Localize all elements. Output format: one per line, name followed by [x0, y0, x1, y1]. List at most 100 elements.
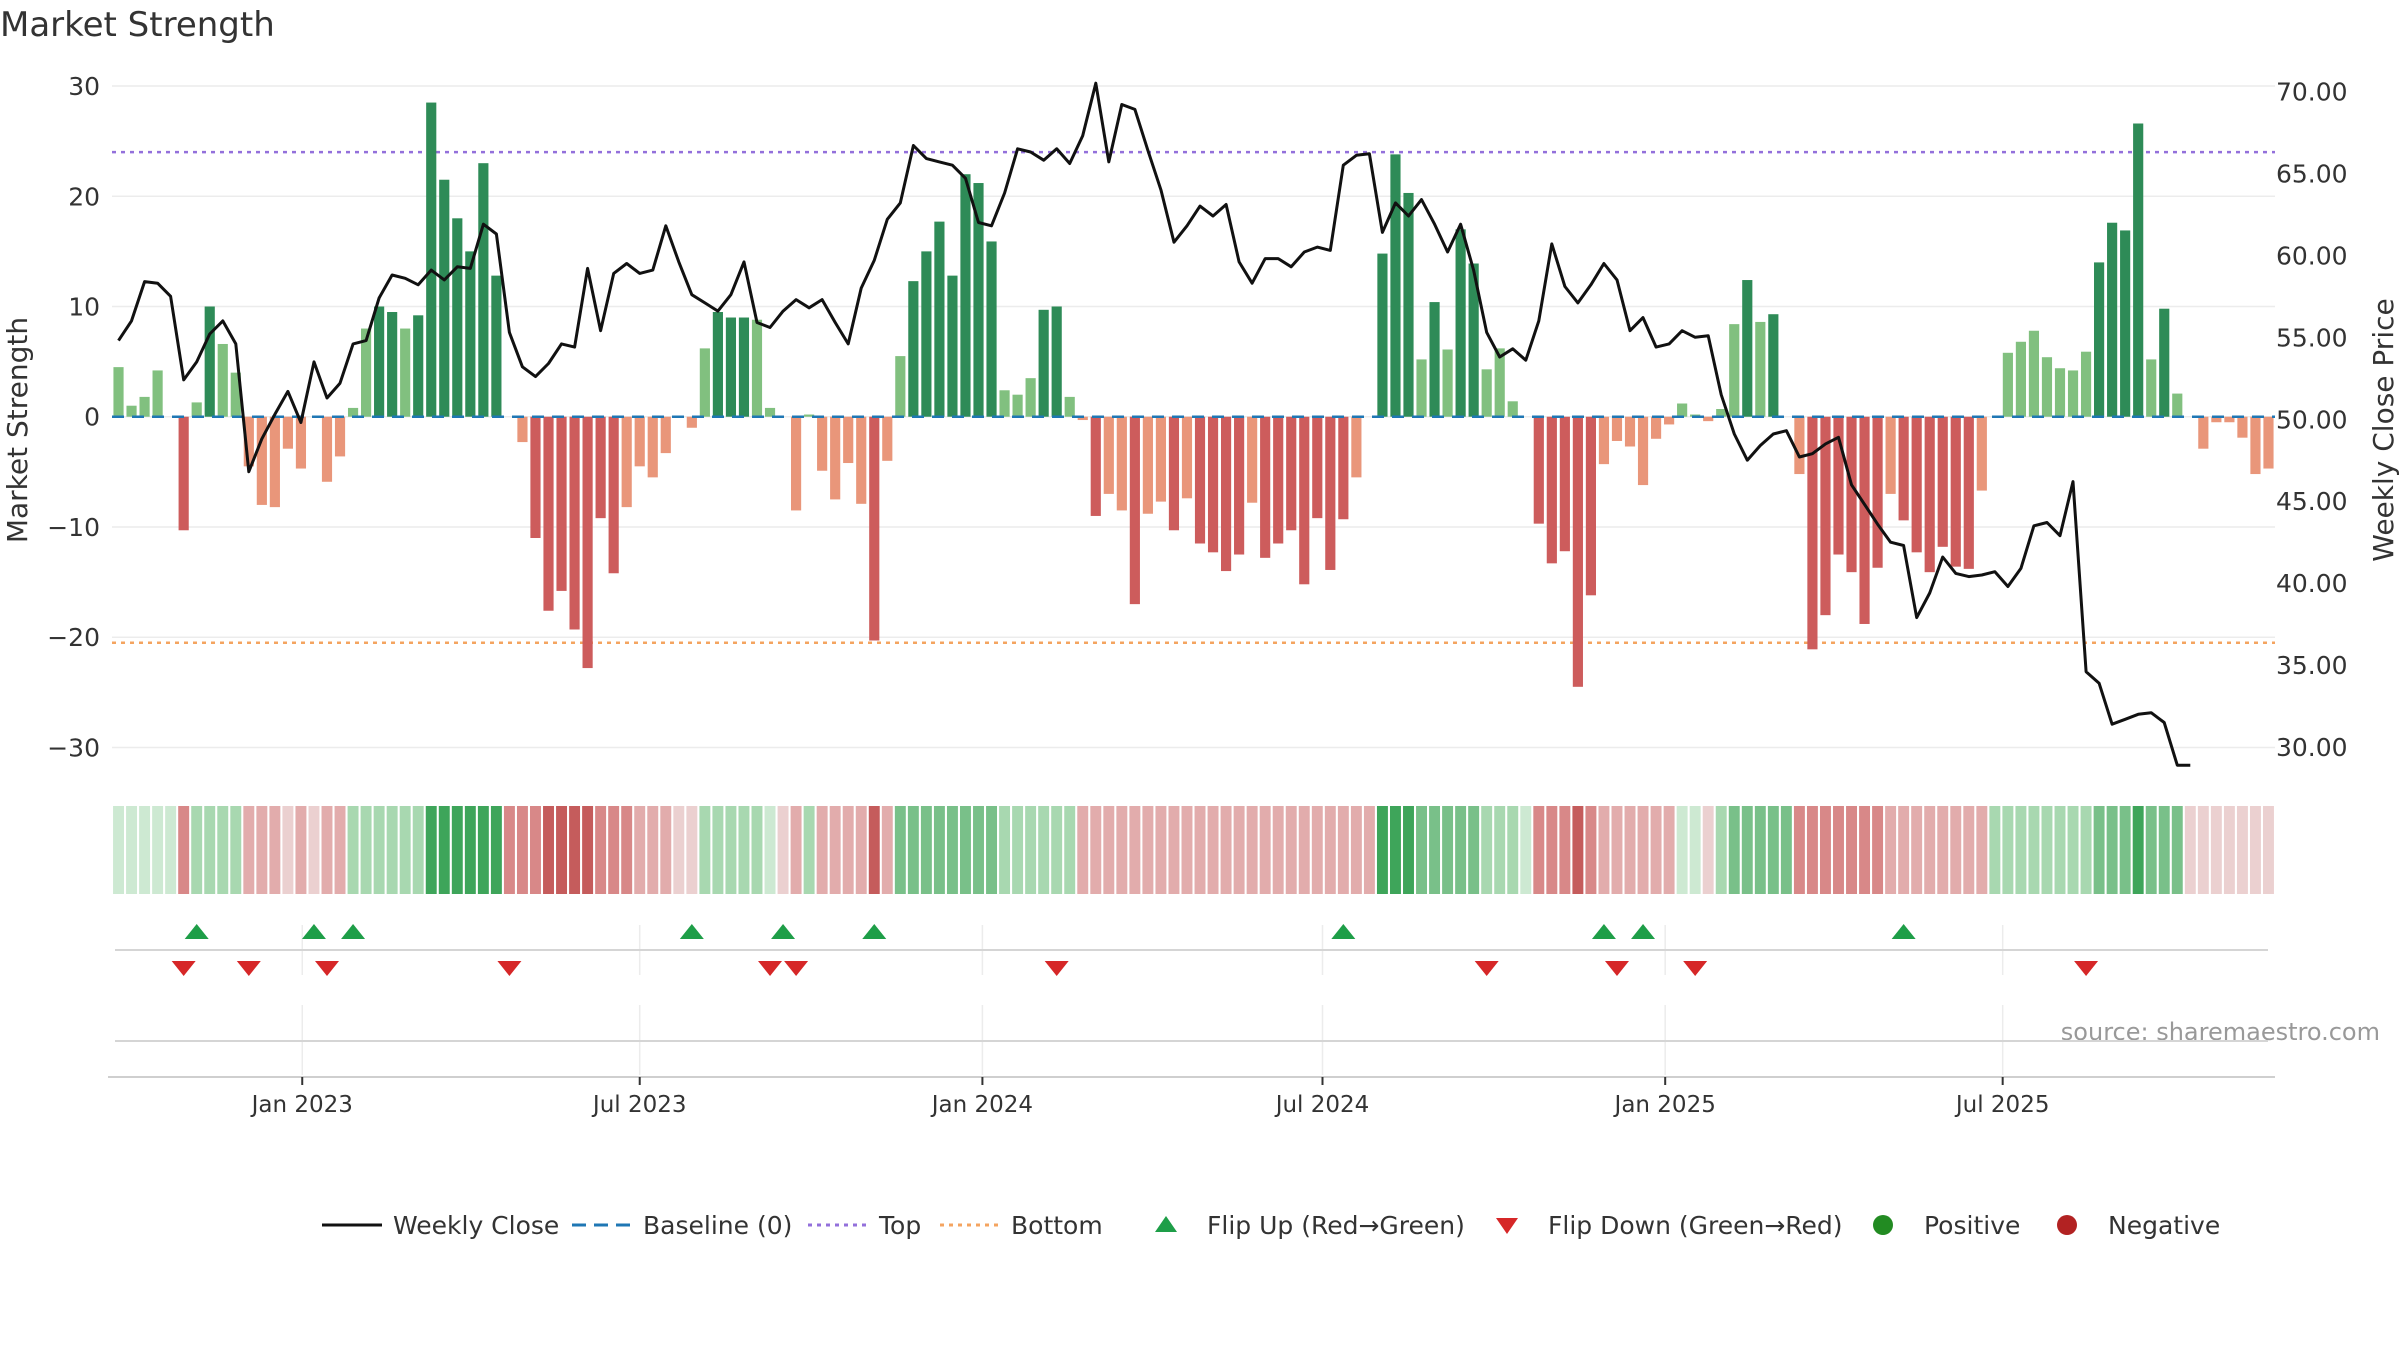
strength-bar [152, 370, 163, 417]
strip-cell [1950, 806, 1962, 894]
strip-cell [1741, 806, 1753, 894]
strip-cell [2236, 806, 2248, 894]
strength-bar [1807, 416, 1818, 650]
strip-cell [1207, 806, 1219, 894]
price-series [117, 81, 2191, 767]
strip-cell [777, 806, 789, 894]
legend-label: Top [878, 1211, 921, 1240]
legend-item[interactable]: Flip Down (Green→Red) [1496, 1211, 1843, 1240]
strength-bar [230, 372, 241, 417]
strength-bar [699, 348, 710, 417]
strength-bar [1377, 253, 1388, 417]
flip-down-marker [784, 961, 809, 976]
right-tick-label: 45.00 [2276, 487, 2348, 516]
legend-item[interactable]: Baseline (0) [572, 1211, 792, 1240]
strip-cell [256, 806, 268, 894]
strip-cell [1129, 806, 1141, 894]
strip-cell [751, 806, 763, 894]
strip-cell [1806, 806, 1818, 894]
strength-bar [1025, 378, 1036, 417]
strip-cell [438, 806, 450, 894]
strip-cell [139, 806, 151, 894]
strength-bar [986, 241, 997, 417]
strength-bar [569, 416, 580, 630]
strength-bar [269, 416, 280, 508]
strip-cell [178, 806, 190, 894]
strip-cell [1077, 806, 1089, 894]
strip-cell [2263, 806, 2274, 894]
strip-cell [1689, 806, 1701, 894]
flip-up-marker [1631, 924, 1656, 939]
strip-cell [1924, 806, 1936, 894]
strip-cell [1090, 806, 1102, 894]
strip-cell [1507, 806, 1519, 894]
x-tick-label: Jan 2025 [1613, 1092, 1716, 1118]
legend-item[interactable]: Bottom [940, 1211, 1103, 1240]
legend-item[interactable]: Flip Up (Red→Green) [1155, 1211, 1465, 1240]
strip-cell [1142, 806, 1154, 894]
flip-down-marker [1044, 961, 1069, 976]
strength-bar [1911, 416, 1922, 553]
strength-bar [1937, 416, 1948, 547]
strip-cell [1702, 806, 1714, 894]
strip-cell [543, 806, 554, 894]
strength-bar [1429, 302, 1440, 417]
flip-up-marker [341, 924, 366, 939]
strength-bar [1598, 416, 1610, 465]
x-tick-label: Jul 2025 [1954, 1092, 2050, 1118]
strip-cell [960, 806, 971, 894]
strength-bar [1637, 416, 1649, 486]
strip-cell [2223, 806, 2235, 894]
strength-bar [2159, 308, 2170, 417]
strength-bar [582, 416, 593, 669]
legend-item[interactable]: Negative [2057, 1211, 2220, 1240]
strength-bar [1650, 416, 1662, 439]
strip-cell [2119, 806, 2131, 894]
strip-cell [842, 806, 854, 894]
strength-bar [1247, 416, 1258, 503]
strip-cell [738, 806, 750, 894]
flip-up-marker [862, 924, 887, 939]
strip-cell [1116, 806, 1128, 894]
strip-cell [1455, 806, 1467, 894]
strip-cell [920, 806, 932, 894]
flip-up-marker [184, 924, 209, 939]
legend-item[interactable]: Weekly Close [322, 1211, 559, 1240]
strength-bar [1338, 416, 1349, 520]
strip-cell [1598, 806, 1610, 894]
left-tick-label: −30 [47, 733, 100, 762]
strength-bar [1898, 416, 1909, 521]
flip-down-marker [758, 961, 783, 976]
flip-down-marker [314, 961, 339, 976]
strength-bar [843, 416, 854, 464]
right-tick-label: 40.00 [2276, 569, 2348, 598]
strip-cell [2210, 806, 2222, 894]
left-tick-label: −20 [47, 623, 100, 652]
strip-cell [868, 806, 880, 894]
strength-bar [1820, 416, 1831, 616]
strip-cell [582, 806, 594, 894]
strength-bar [869, 416, 880, 641]
strength-bar [361, 328, 372, 417]
legend[interactable]: Weekly Close Baseline (0) Top Bottom Flip Up… [322, 1211, 2220, 1240]
strength-bar [452, 218, 463, 417]
legend-item[interactable]: Positive [1873, 1211, 2020, 1240]
strength-bar [517, 416, 528, 443]
strip-cell [1546, 806, 1558, 894]
strength-bar [660, 416, 671, 454]
strip-cell [829, 806, 841, 894]
legend-item[interactable]: Top [808, 1211, 921, 1240]
x-tick-label: Jan 2024 [930, 1092, 1033, 1118]
strength-bar [2237, 416, 2248, 438]
strip-cell [1572, 806, 1584, 894]
strip-cell [1376, 806, 1388, 894]
strength-bar [1168, 416, 1180, 531]
right-tick-label: 35.00 [2276, 651, 2348, 680]
flip-markers [115, 924, 2268, 1042]
strength-bar [1794, 416, 1805, 475]
strength-bar [790, 416, 802, 511]
strength-bar [2224, 416, 2235, 423]
strength-bar [1090, 416, 1101, 516]
strip-cell [1494, 806, 1506, 894]
strip-cell [1429, 806, 1441, 894]
